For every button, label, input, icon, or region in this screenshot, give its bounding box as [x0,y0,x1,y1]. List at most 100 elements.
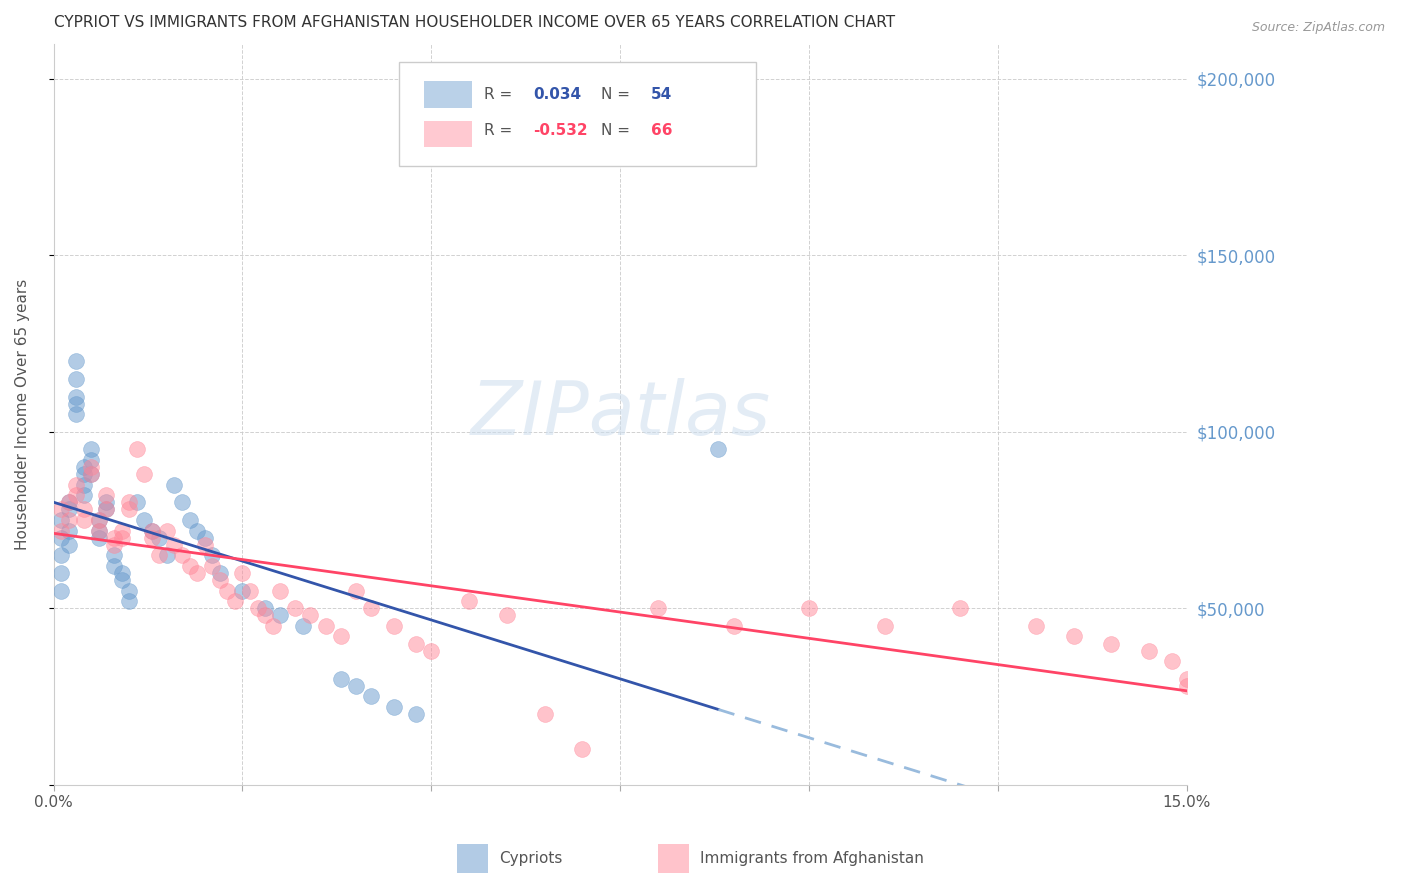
Point [103,549,125,563]
Point [96,495,118,509]
Text: 0.034: 0.034 [533,87,581,103]
Point [96,502,118,516]
Point [291,619,314,633]
Point [58,495,80,509]
Point [141,524,163,538]
Point [254,608,277,623]
Point [118,594,141,608]
Point [329,630,352,644]
Point [58,513,80,527]
Text: N =: N = [600,123,636,138]
Point [51,513,73,527]
Point [80,442,103,457]
Point [201,558,224,573]
Point [65,407,87,421]
Text: R =: R = [484,123,517,138]
Point [87,524,110,538]
Point [65,354,87,368]
Text: 66: 66 [651,123,672,138]
FancyBboxPatch shape [425,120,472,147]
Point [186,524,208,538]
Point [51,549,73,563]
Point [246,601,269,615]
Point [156,549,179,563]
Y-axis label: Householder Income Over 65 years: Householder Income Over 65 years [15,278,30,549]
Point [58,495,80,509]
Bar [457,844,488,873]
Point [103,531,125,545]
Point [1137,643,1160,657]
Point [458,594,481,608]
Point [58,538,80,552]
Point [163,477,186,491]
Point [194,538,217,552]
Point [96,488,118,502]
Point [239,583,262,598]
Point [344,679,367,693]
Point [1175,679,1198,693]
Point [262,619,284,633]
Point [360,690,382,704]
Point [80,453,103,467]
Point [1025,619,1047,633]
Point [405,707,427,722]
Point [148,549,170,563]
Point [65,390,87,404]
Point [179,558,201,573]
Point [65,372,87,386]
Point [186,566,208,580]
Point [201,549,224,563]
Point [382,619,405,633]
Point [58,524,80,538]
Point [80,460,103,475]
Point [125,495,148,509]
Point [73,513,96,527]
Point [360,601,382,615]
Point [217,583,239,598]
Point [170,495,193,509]
Point [134,467,156,482]
Point [344,583,367,598]
Point [141,524,163,538]
Point [156,524,179,538]
Bar [658,844,689,873]
Point [103,538,125,552]
Point [73,467,96,482]
Point [51,524,73,538]
Point [51,583,73,598]
Point [96,502,118,516]
Point [533,707,555,722]
Point [179,513,201,527]
Point [254,601,277,615]
Point [382,700,405,714]
Text: ZIPatlas: ZIPatlas [470,378,770,450]
Point [87,513,110,527]
Text: Immigrants from Afghanistan: Immigrants from Afghanistan [700,851,924,866]
Point [51,566,73,580]
Point [208,566,231,580]
Point [110,531,132,545]
Point [125,442,148,457]
Point [163,538,186,552]
Point [110,573,132,587]
Text: Cypriots: Cypriots [499,851,562,866]
Point [224,594,246,608]
Point [65,488,87,502]
Point [73,502,96,516]
Point [269,608,291,623]
Point [118,502,141,516]
Point [51,502,73,516]
Point [170,549,193,563]
Point [73,477,96,491]
Text: CYPRIOT VS IMMIGRANTS FROM AFGHANISTAN HOUSEHOLDER INCOME OVER 65 YEARS CORRELAT: CYPRIOT VS IMMIGRANTS FROM AFGHANISTAN H… [53,15,894,30]
Point [51,531,73,545]
Text: N =: N = [600,87,636,103]
Point [65,396,87,410]
Point [231,566,253,580]
Point [110,566,132,580]
Point [723,619,745,633]
Point [707,442,730,457]
Point [87,513,110,527]
Point [1175,672,1198,686]
Point [1160,654,1182,668]
